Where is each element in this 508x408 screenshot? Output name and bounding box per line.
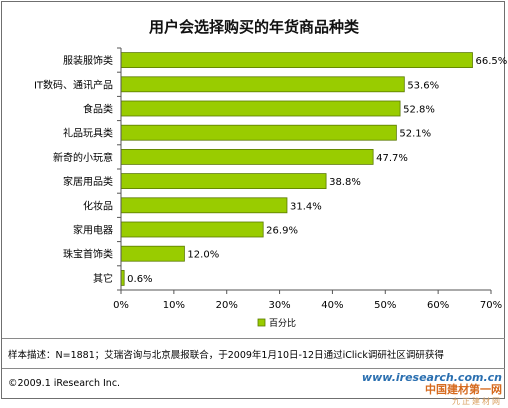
bar: [120, 76, 405, 93]
x-tick-label: 30%: [268, 300, 290, 311]
category-label: 服装服饰类: [63, 54, 113, 67]
chart-title: 用户会选择购买的年货商品种类: [148, 18, 359, 36]
legend-swatch: [257, 318, 266, 327]
data-label: 26.9%: [266, 226, 298, 237]
x-tick-label: 50%: [374, 300, 396, 311]
bar: [120, 148, 374, 165]
copyright-text: ©2009.1 iResearch Inc.: [8, 378, 121, 389]
watermark: www.iresearch.com.cn 中国建材第一网 九正建材网: [362, 372, 502, 408]
legend-label: 百分比: [269, 317, 296, 329]
watermark-sub: 九正建材网: [452, 397, 502, 406]
divider-top: [2, 338, 505, 339]
x-tick-label: 20%: [216, 300, 238, 311]
data-label: 52.1%: [399, 129, 431, 140]
category-label: 家用电器: [73, 224, 113, 237]
watermark-cn: 中国建材第一网: [425, 383, 502, 396]
category-label: IT数码、通讯产品: [34, 78, 113, 91]
category-label: 其它: [93, 272, 113, 285]
chart-frame: [1, 1, 505, 399]
x-tick-label: 40%: [321, 300, 343, 311]
divider-bottom: [2, 368, 505, 369]
data-label: 52.8%: [403, 105, 435, 116]
category-label: 家居用品类: [63, 175, 113, 188]
data-label: 0.6%: [127, 274, 152, 285]
x-tick-label: 0%: [113, 300, 129, 311]
category-label: 食品类: [83, 103, 113, 116]
bar: [120, 52, 473, 68]
category-label: 化妆品: [83, 199, 113, 212]
bar: [120, 197, 288, 214]
category-label: 珠宝首饰类: [63, 248, 113, 261]
data-label: 31.4%: [290, 201, 322, 212]
data-label: 12.0%: [187, 250, 219, 261]
bar: [120, 221, 264, 238]
data-label: 47.7%: [376, 153, 408, 164]
sample-note: 样本描述：N=1881；艾瑞咨询与北京晨报联合，于2009年1月10日-12日通…: [8, 350, 444, 361]
x-tick-label: 70%: [480, 300, 502, 311]
category-label: 礼品玩具类: [63, 127, 113, 140]
bar: [120, 173, 327, 190]
bar: [120, 245, 185, 262]
category-label: 新奇的小玩意: [53, 151, 113, 164]
bar: [120, 124, 397, 141]
data-label: 53.6%: [407, 80, 439, 91]
x-tick-label: 60%: [427, 300, 449, 311]
x-tick-label: 10%: [163, 300, 185, 311]
data-label: 66.5%: [476, 56, 508, 67]
bar: [120, 100, 401, 117]
data-label: 38.8%: [329, 177, 361, 188]
watermark-site: www.iresearch.com.cn: [361, 371, 502, 384]
